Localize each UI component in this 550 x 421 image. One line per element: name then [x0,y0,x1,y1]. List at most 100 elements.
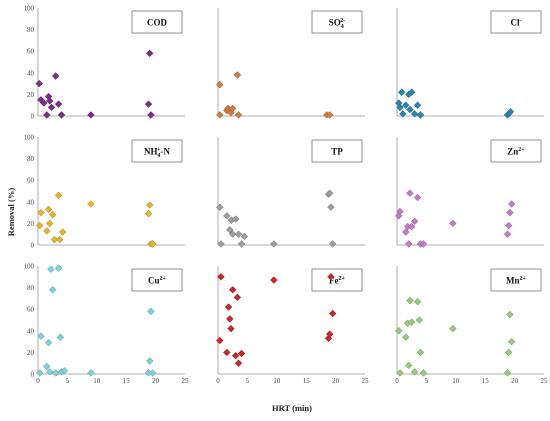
data-point-marker [47,265,55,273]
y-tick-label: 40 [27,198,35,206]
data-point-marker [43,111,51,119]
y-tick-label: 100 [24,134,35,142]
data-point-marker [402,333,410,342]
panel-label-box [311,139,363,163]
x-tick-label: 25 [362,377,370,385]
panel-zn: Zn2+ [395,137,544,248]
panel-cu: 0 20 40 60 80 100 0 5 10 15 20 25 Cu2+ [24,263,190,386]
data-point-marker [50,235,59,244]
data-point-marker [405,240,413,248]
y-tick-label: 80 [27,284,35,292]
data-point-marker [216,336,224,345]
data-point-marker [43,227,51,235]
x-tick-label: 0 [395,377,399,385]
x-tick-label: 15 [303,377,311,385]
data-point-marker [410,217,419,225]
data-point-marker [48,286,57,294]
y-tick-label: 100 [24,5,35,13]
data-point-marker [328,240,337,248]
data-point-marker [325,111,334,119]
data-point-marker [413,101,422,109]
y-tick-label: 60 [27,177,35,185]
x-tick-label: 25 [182,377,190,385]
data-point-marker [397,88,406,96]
data-point-marker [144,209,153,218]
data-point-marker [327,203,335,211]
data-point-marker [226,226,234,234]
data-point-marker [506,107,515,116]
y-tick-label: 0 [31,113,35,121]
data-point-marker [46,219,54,228]
data-point-marker [56,235,64,244]
data-point-marker [507,337,516,346]
x-tick-label: 0 [216,377,220,385]
data-point-marker [87,200,95,208]
data-point-marker [60,367,69,375]
panel-label: Mn2+ [506,276,527,286]
x-tick-label: 20 [332,377,340,385]
data-point-marker [396,369,404,377]
y-axis-title: Removal (%) [6,188,16,237]
panel-label: TP [331,147,343,157]
data-point-marker [270,276,278,284]
x-tick-label: 5 [66,377,70,385]
panel-mn: 0 5 10 15 20 25 Mn2+ [395,266,548,385]
panel-label-box [490,139,542,163]
x-tick-label: 10 [273,377,281,385]
data-point-marker [406,105,414,114]
x-tick-label: 20 [152,377,160,385]
data-point-marker [145,49,154,58]
panel-tp: TP [216,137,365,248]
data-point-marker [46,368,54,376]
panel-label-box [131,139,183,163]
data-point-marker [145,357,154,365]
data-point-marker [416,111,425,119]
data-point-marker [36,221,44,230]
x-axis-title: HRT (min) [272,403,312,413]
data-point-marker [216,80,224,89]
x-tick-label: 15 [482,377,490,385]
data-point-marker [216,203,224,211]
data-point-marker [325,189,334,197]
data-point-marker [396,103,404,112]
data-point-marker [405,361,413,370]
panel-label-box [311,10,363,34]
panel-label: COD [147,18,168,28]
data-point-marker [402,101,410,109]
data-point-marker [416,348,425,357]
data-point-marker [449,324,457,333]
panel-label-box [131,268,183,292]
panel-fe: 0 5 10 15 20 25 Fe2+ [216,266,369,385]
data-point-marker [240,232,249,241]
data-point-marker [224,303,233,311]
data-point-marker [87,111,95,119]
data-point-marker [147,111,155,119]
y-tick-label: 80 [27,26,35,34]
data-point-marker [413,193,422,202]
x-tick-label: 20 [511,377,519,385]
data-point-marker [51,369,60,377]
data-point-marker [226,315,234,323]
y-tick-label: 60 [27,306,35,314]
data-point-marker [327,273,335,281]
data-point-marker [58,228,67,236]
panel-label: Cu2+ [148,276,167,286]
data-point-marker [148,369,157,377]
data-point-marker [407,318,416,326]
data-point-marker [413,297,422,306]
panel-so: SO42- [216,8,365,119]
data-point-marker [325,330,334,338]
panel-label: Zn2+ [507,147,525,157]
data-point-marker [395,327,403,335]
data-point-marker [406,189,414,197]
panel-label-box [311,268,363,292]
data-point-marker [223,348,231,357]
panel-label: SO42- [329,18,346,31]
data-point-marker [506,208,514,217]
panel-label: NH4+-N [144,147,170,160]
data-point-marker [51,72,60,80]
data-point-marker [506,310,514,319]
panel-nh: 0 20 40 60 80 100 NH4+-N [24,134,185,250]
